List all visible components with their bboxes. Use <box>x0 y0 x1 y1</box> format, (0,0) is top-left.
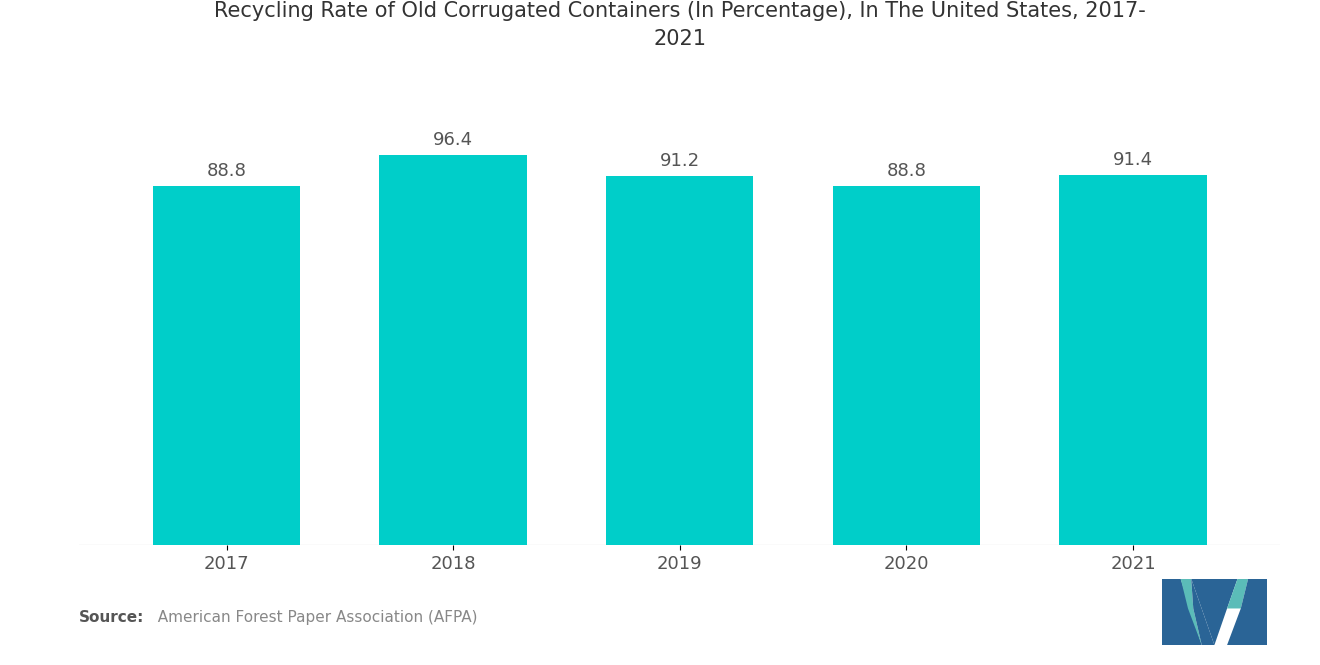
Text: 88.8: 88.8 <box>206 162 247 180</box>
Bar <box>1060 176 1206 545</box>
Polygon shape <box>1180 579 1201 645</box>
Text: Source:: Source: <box>79 610 145 625</box>
Text: 96.4: 96.4 <box>433 131 474 149</box>
Text: American Forest Paper Association (AFPA): American Forest Paper Association (AFPA) <box>148 610 478 625</box>
Polygon shape <box>1191 579 1238 645</box>
Polygon shape <box>1228 579 1249 608</box>
Bar <box>380 155 527 545</box>
Bar <box>606 176 754 545</box>
Bar <box>833 186 979 545</box>
Text: 91.2: 91.2 <box>660 152 700 170</box>
Polygon shape <box>1191 579 1214 645</box>
Text: 91.4: 91.4 <box>1113 151 1154 170</box>
Polygon shape <box>1162 579 1201 645</box>
Text: 88.8: 88.8 <box>887 162 927 180</box>
Bar <box>153 186 300 545</box>
Title: Recycling Rate of Old Corrugated Containers (In Percentage), In The United State: Recycling Rate of Old Corrugated Contain… <box>214 1 1146 49</box>
Polygon shape <box>1228 579 1267 645</box>
